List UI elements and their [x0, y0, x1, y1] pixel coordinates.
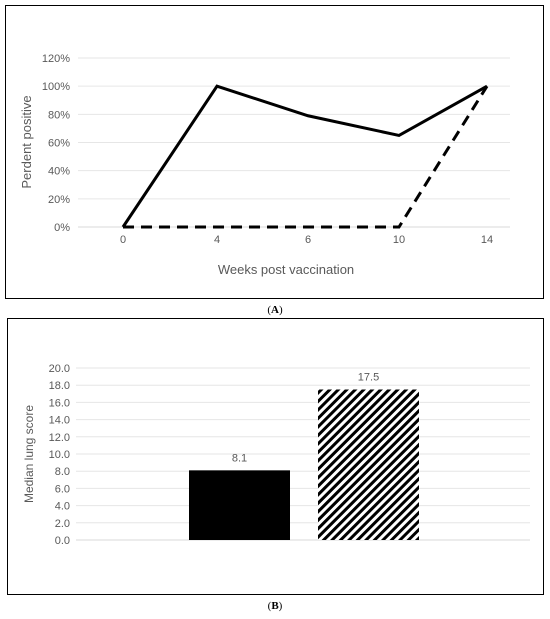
x-tick-label: 10	[393, 234, 405, 246]
y-tick-label: 20.0	[49, 363, 70, 375]
y-tick-label: 8.0	[55, 466, 70, 478]
y-axis-title: Median lung score	[22, 405, 36, 503]
y-tick-label: 18.0	[49, 380, 70, 392]
x-tick-label: 0	[120, 234, 126, 246]
line-chart: 0% 20% 40% 60% 80% 100% 120% 0 4 6 10 14 Weeks post …	[19, 53, 510, 277]
y-tick-label: 16.0	[49, 397, 70, 409]
y-tick-label: 80%	[48, 109, 70, 121]
y-tick-label: 10.0	[49, 449, 70, 461]
y-tick-label: 4.0	[55, 501, 70, 513]
caption-a: (A)	[267, 304, 283, 316]
caption-b: (B)	[267, 600, 283, 612]
y-tick-label: 12.0	[49, 432, 70, 444]
panel-b: 0.0 2.0 4.0 6.0 8.0 10.0 12.0 14.0 16.0 18.0 20.0 M…	[7, 318, 544, 595]
y-tick-label: 2.0	[55, 518, 70, 530]
y-tick-label: 0%	[54, 222, 70, 234]
y-tick-label: 0.0	[55, 535, 70, 547]
y-tick-label: 20%	[48, 194, 70, 206]
y-tick-label: 120%	[42, 53, 70, 65]
y-tick-label: 60%	[48, 138, 70, 150]
series-line-solid	[121, 84, 488, 228]
x-axis-title: Weeks post vaccination	[218, 262, 354, 277]
y-tick-label: 100%	[42, 81, 70, 93]
bar	[318, 389, 419, 540]
y-tick-label: 14.0	[49, 415, 70, 427]
data-label: 17.5	[358, 372, 379, 384]
x-tick-label: 14	[481, 234, 493, 246]
data-label: 8.1	[232, 452, 247, 464]
x-tick-label: 6	[305, 234, 311, 246]
bar	[189, 470, 290, 540]
series-line-dashed	[123, 85, 489, 229]
x-tick-label: 4	[214, 234, 220, 246]
y-tick-label: 40%	[48, 166, 70, 178]
y-tick-label: 6.0	[55, 483, 70, 495]
panel-a: 0% 20% 40% 60% 80% 100% 120% 0 4 6 10 14 Weeks post …	[5, 5, 544, 299]
y-axis-title: Perdent positive	[19, 95, 34, 188]
bar-chart: 0.0 2.0 4.0 6.0 8.0 10.0 12.0 14.0 16.0 18.0 20.0 M…	[22, 363, 530, 547]
